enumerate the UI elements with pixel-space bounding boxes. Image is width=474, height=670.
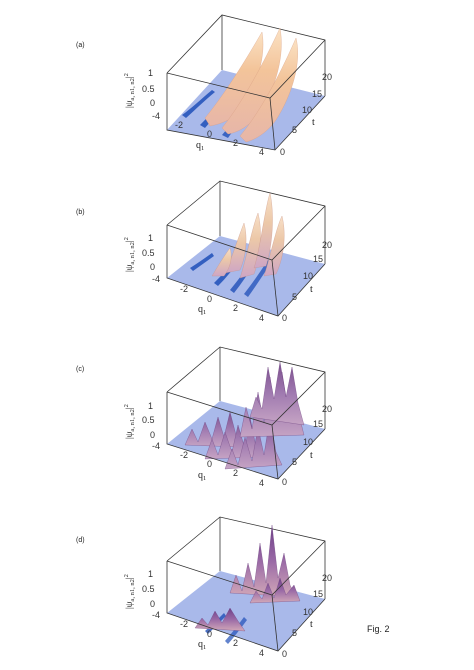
surface-plot-d: 1 0.5 0 -4 -2 0 2 4 0 5 10 15 20 q1 t |ψ… [123, 516, 332, 659]
surface-peaks [184, 361, 305, 470]
x-tick: 4 [259, 147, 264, 157]
x-axis-label: q1 [198, 304, 206, 316]
z-tick: 0.5 [142, 248, 155, 258]
z-tick: 1 [148, 401, 153, 411]
t-tick: 10 [303, 437, 313, 447]
surface-peaks [204, 27, 298, 143]
surface-peaks [211, 192, 285, 279]
t-tick: 5 [292, 628, 297, 638]
panel-d: (d) 1 0.5 0 -4 -2 0 2 [0, 503, 474, 668]
t-tick: 10 [303, 271, 313, 281]
surface-plot-b: 1 0.5 0 -4 -2 0 2 4 0 5 10 15 20 q1 t |ψ… [123, 180, 332, 323]
t-tick: 5 [292, 125, 297, 135]
x-tick: -2 [180, 450, 188, 460]
t-tick: 0 [282, 477, 287, 487]
bounding-box-front [166, 540, 326, 652]
x-tick: -2 [180, 619, 188, 629]
t-tick: 15 [313, 589, 323, 599]
panel-label: (c) [76, 366, 85, 373]
x-tick: 2 [233, 303, 238, 313]
x-tick: -2 [175, 120, 183, 130]
x-axis-label: q1 [198, 639, 206, 651]
panel-c: (c) 1 0.5 0 -4 -2 0 2 4 [0, 337, 474, 502]
x-tick: -4 [152, 111, 160, 121]
t-tick: 10 [303, 607, 313, 617]
panel-label: (a) [76, 42, 85, 49]
x-tick: 0 [207, 459, 212, 469]
z-axis-label: |ψa, n1, n2|2 [123, 73, 136, 108]
z-tick: 0 [150, 98, 155, 108]
t-axis-label: t [310, 450, 313, 461]
surface-plot-a: 1 0.5 0 -4 -2 0 2 4 0 5 10 15 20 q1 t |ψ… [123, 14, 332, 157]
z-tick: 1 [148, 569, 153, 579]
t-axis-label: t [310, 619, 313, 630]
panel-label: (d) [76, 537, 85, 544]
x-tick: 4 [259, 313, 264, 323]
x-tick: 4 [259, 648, 264, 658]
bounding-box [166, 180, 326, 264]
x-axis-label: q1 [198, 470, 206, 482]
z-tick: 0.5 [142, 415, 155, 425]
t-tick: 20 [322, 404, 332, 414]
figure-caption: Fig. 2 [367, 624, 390, 634]
surface-plot-c: 1 0.5 0 -4 -2 0 2 4 0 5 10 15 20 q1 t |ψ… [123, 346, 332, 488]
x-axis-label: q1 [196, 140, 204, 152]
bounding-box-front [166, 371, 326, 480]
x-tick: 0 [207, 294, 212, 304]
z-axis-label: |ψa, n1, n2|2 [123, 404, 136, 439]
z-tick: 1 [148, 233, 153, 243]
x-tick: -2 [180, 284, 188, 294]
bounding-box [166, 346, 326, 429]
x-tick: 2 [233, 638, 238, 648]
panel-b: (b) 1 0.5 [0, 168, 474, 333]
t-tick: 15 [312, 89, 322, 99]
t-tick: 20 [322, 573, 332, 583]
t-tick: 20 [322, 72, 332, 82]
bounding-box-front [166, 39, 326, 151]
t-tick: 5 [292, 457, 297, 467]
z-axis-label: |ψa, n1, n2|2 [123, 237, 136, 272]
t-axis-label: t [312, 117, 315, 128]
z-axis-label: |ψa, n1, n2|2 [123, 574, 136, 609]
panel-label: (b) [76, 209, 85, 216]
x-tick: 4 [259, 478, 264, 488]
x-tick: 2 [233, 138, 238, 148]
t-tick: 0 [282, 649, 287, 659]
t-tick: 0 [282, 313, 287, 323]
x-tick: 0 [207, 129, 212, 139]
x-tick: 0 [207, 629, 212, 639]
x-tick: 2 [233, 468, 238, 478]
panel-a: (a) 1 [0, 0, 474, 165]
surface-peaks [194, 524, 301, 632]
x-tick: -4 [152, 610, 160, 620]
t-tick: 5 [292, 292, 297, 302]
bounding-box [166, 14, 326, 96]
bounding-box-front [166, 205, 326, 317]
x-tick: -4 [152, 274, 160, 284]
t-tick: 20 [322, 240, 332, 250]
t-tick: 0 [280, 147, 285, 157]
t-tick: 10 [302, 105, 312, 115]
t-tick: 15 [313, 254, 323, 264]
t-axis-label: t [310, 284, 313, 295]
z-tick: 0 [150, 599, 155, 609]
t-tick: 15 [313, 419, 323, 429]
x-tick: -4 [152, 441, 160, 451]
z-tick: 0 [150, 430, 155, 440]
z-tick: 1 [148, 68, 153, 78]
z-tick: 0.5 [142, 584, 155, 594]
z-tick: 0.5 [142, 84, 155, 94]
z-tick: 0 [150, 262, 155, 272]
